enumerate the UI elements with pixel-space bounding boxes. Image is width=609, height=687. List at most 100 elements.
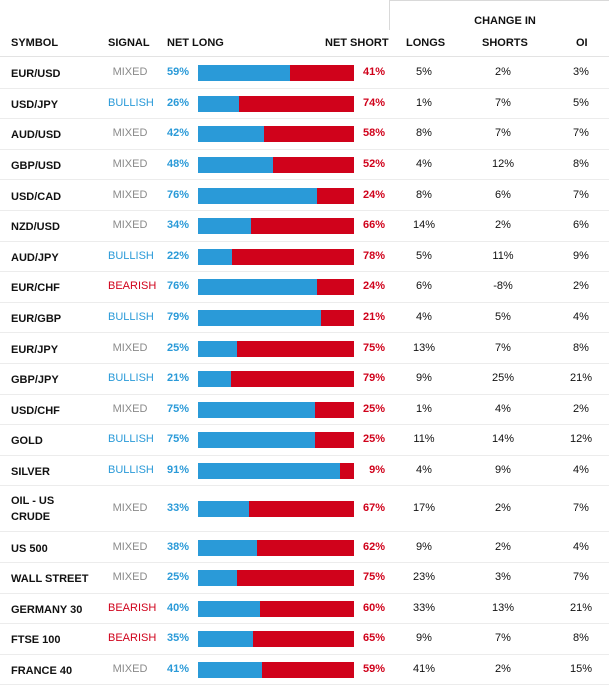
shorts-column-header[interactable]: SHORTS — [482, 37, 528, 49]
table-row[interactable]: AUD/JPY BULLISH 22% 78% 5% 11% 9% — [0, 242, 609, 273]
oi-change-value: 9% — [573, 249, 589, 262]
oi-change-value: 8% — [573, 341, 589, 354]
symbol-cell[interactable]: SILVER — [11, 466, 50, 479]
longs-change-value: 5% — [416, 66, 432, 79]
net-long-fill — [198, 218, 252, 235]
table-row[interactable]: US 500 MIXED 38% 62% 9% 2% 4% — [0, 532, 609, 563]
sentiment-bar — [198, 65, 354, 82]
symbol-cell[interactable]: GOLD — [11, 435, 43, 448]
symbol-cell[interactable]: EUR/JPY — [11, 343, 59, 356]
longs-change-value: 9% — [416, 540, 432, 553]
net-long-fill — [198, 600, 261, 617]
symbol-cell[interactable]: USD/JPY — [11, 98, 59, 111]
signal-column-header[interactable]: SIGNAL — [108, 37, 150, 49]
symbol-cell[interactable]: USD/CAD — [11, 190, 62, 203]
signal-badge: MIXED — [112, 502, 148, 515]
table-row[interactable]: SILVER BULLISH 91% 9% 4% 9% 4% — [0, 456, 609, 487]
sentiment-bar — [198, 570, 354, 587]
table-row[interactable]: FRANCE 40 MIXED 41% 59% 41% 2% 15% — [0, 655, 609, 686]
symbol-cell[interactable]: EUR/CHF — [11, 282, 60, 295]
table-row[interactable]: GERMANY 30 BEARISH 40% 60% 33% 13% 21% — [0, 594, 609, 625]
shorts-change-value: 7% — [495, 127, 511, 140]
table-row[interactable]: GBP/USD MIXED 48% 52% 4% 12% 8% — [0, 150, 609, 181]
longs-change-value: 11% — [413, 433, 435, 446]
symbol-cell[interactable]: USD/CHF — [11, 404, 60, 417]
signal-badge: BULLISH — [108, 433, 154, 446]
symbol-line-1: OIL - US — [11, 495, 55, 508]
signal-badge: MIXED — [112, 188, 148, 201]
symbol-cell[interactable]: OIL - US CRUDE — [11, 493, 54, 525]
net-long-value: 91% — [167, 464, 190, 477]
table-row[interactable]: USD/CHF MIXED 75% 25% 1% 4% 2% — [0, 395, 609, 426]
net-long-value: 35% — [167, 632, 190, 645]
net-short-value: 78% — [362, 249, 385, 262]
table-row[interactable]: FTSE 100 BEARISH 35% 65% 9% 7% 8% — [0, 624, 609, 655]
symbol-cell[interactable]: FTSE 100 — [11, 634, 61, 647]
net-long-value: 34% — [167, 219, 190, 232]
symbol-cell[interactable]: EUR/USD — [11, 68, 61, 81]
oi-column-header[interactable]: OI — [576, 37, 588, 49]
symbol-cell[interactable]: AUD/JPY — [11, 251, 59, 264]
table-row[interactable]: GBP/JPY BULLISH 21% 79% 9% 25% 21% — [0, 364, 609, 395]
sentiment-bar — [198, 463, 354, 480]
table-row[interactable]: WALL STREET MIXED 25% 75% 23% 3% 7% — [0, 563, 609, 594]
shorts-change-value: 14% — [491, 433, 515, 446]
net-short-value: 59% — [362, 663, 385, 676]
symbol-column-header[interactable]: SYMBOL — [11, 37, 59, 49]
sentiment-bar — [198, 187, 354, 204]
symbol-cell[interactable]: GERMANY 30 — [11, 603, 83, 616]
table-row[interactable]: USD/CAD MIXED 76% 24% 8% 6% 7% — [0, 180, 609, 211]
signal-badge: BULLISH — [108, 464, 154, 477]
net-long-value: 21% — [167, 372, 190, 385]
table-row[interactable]: USD/JPY BULLISH 26% 74% 1% 7% 5% — [0, 89, 609, 120]
longs-change-value: 5% — [416, 249, 432, 262]
net-long-value: 41% — [167, 663, 190, 676]
shorts-change-value: 7% — [495, 341, 511, 354]
table-row[interactable]: AUD/USD MIXED 42% 58% 8% 7% 7% — [0, 119, 609, 150]
signal-badge: MIXED — [112, 402, 148, 415]
table-row[interactable]: OIL - US CRUDE MIXED 33% 67% 17% 2% 7% — [0, 486, 609, 533]
net-long-value: 26% — [167, 96, 190, 109]
net-long-value: 79% — [167, 311, 190, 324]
symbol-cell[interactable]: AUD/USD — [11, 129, 62, 142]
oi-change-value: 15% — [569, 663, 593, 676]
symbol-cell[interactable]: GBP/USD — [11, 160, 62, 173]
table-row[interactable]: EUR/JPY MIXED 25% 75% 13% 7% 8% — [0, 333, 609, 364]
longs-change-value: 9% — [416, 372, 432, 385]
net-short-column-header[interactable]: NET SHORT — [325, 37, 389, 49]
oi-change-value: 7% — [573, 502, 589, 515]
signal-badge: MIXED — [112, 127, 148, 140]
shorts-change-value: 25% — [491, 372, 515, 385]
symbol-cell[interactable]: WALL STREET — [11, 573, 89, 586]
longs-change-value: 1% — [416, 402, 432, 415]
shorts-change-value: 2% — [495, 663, 511, 676]
sentiment-bar — [198, 279, 354, 296]
signal-badge: MIXED — [112, 663, 148, 676]
symbol-cell[interactable]: EUR/GBP — [11, 313, 62, 326]
signal-badge: MIXED — [112, 540, 148, 553]
net-long-fill — [198, 501, 250, 518]
longs-change-value: 8% — [416, 127, 432, 140]
net-long-value: 25% — [167, 571, 190, 584]
net-long-value: 25% — [167, 341, 190, 354]
net-long-column-header[interactable]: NET LONG — [167, 37, 224, 49]
sentiment-bar — [198, 248, 354, 265]
table-row[interactable]: GOLD BULLISH 75% 25% 11% 14% 12% — [0, 425, 609, 456]
symbol-cell[interactable]: US 500 — [11, 542, 48, 555]
symbol-cell[interactable]: GBP/JPY — [11, 374, 59, 387]
table-row[interactable]: NZD/USD MIXED 34% 66% 14% 2% 6% — [0, 211, 609, 242]
longs-column-header[interactable]: LONGS — [406, 37, 446, 49]
symbol-cell[interactable]: NZD/USD — [11, 221, 60, 234]
net-long-fill — [198, 371, 231, 388]
symbol-cell[interactable]: FRANCE 40 — [11, 665, 73, 678]
sentiment-bar — [198, 539, 354, 556]
net-short-value: 24% — [362, 188, 385, 201]
table-row[interactable]: EUR/GBP BULLISH 79% 21% 4% 5% 4% — [0, 303, 609, 334]
net-long-fill — [198, 157, 273, 174]
signal-badge: BULLISH — [108, 96, 154, 109]
net-long-fill — [198, 279, 317, 296]
table-row[interactable]: EUR/CHF BEARISH 76% 24% 6% -8% 2% — [0, 272, 609, 303]
table-row[interactable]: EUR/USD MIXED 59% 41% 5% 2% 3% — [0, 58, 609, 89]
signal-badge: BULLISH — [108, 372, 154, 385]
